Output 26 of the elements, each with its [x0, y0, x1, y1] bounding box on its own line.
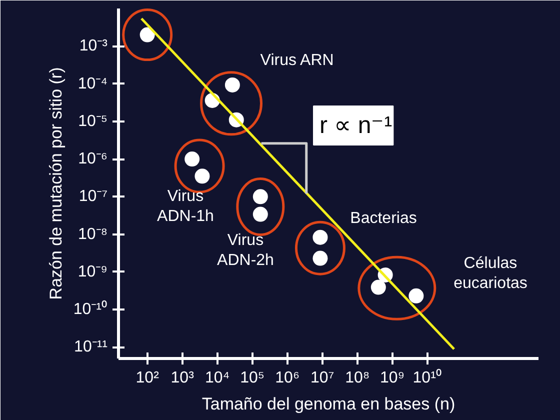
x-tick-label: 10⁵: [240, 370, 265, 386]
x-tick-label: 10⁹: [380, 370, 405, 386]
x-tick-label: 10¹⁰: [412, 368, 442, 386]
y-tick-label: 10⁻⁹: [78, 263, 108, 280]
x-tick-label: 10²: [136, 370, 160, 386]
annotation: Virus ADN-1h: [157, 188, 214, 226]
y-tick-label: 10⁻⁷: [78, 188, 108, 206]
y-tick-label: 10⁻¹¹: [74, 338, 108, 356]
y-tick-label: 10⁻⁸: [78, 226, 108, 243]
x-tick-label: 10⁴: [205, 370, 230, 386]
annotation: Células eucariotas: [454, 254, 528, 292]
y-tick-label: 10⁻³: [79, 38, 108, 55]
annotation: Virus ADN-2h: [217, 232, 274, 270]
x-tick-label: 10⁷: [310, 370, 334, 386]
y-tick-label: 10⁻⁶: [78, 150, 108, 168]
x-tick-label: 10³: [170, 370, 195, 386]
annotation: Virus ARN: [260, 52, 334, 69]
x-axis-title: Tamaño del genoma en bases (n): [202, 394, 456, 414]
y-tick-label: 10⁻⁴: [78, 75, 108, 92]
y-tick-label: 10⁻¹⁰: [73, 300, 108, 318]
annotation: r ∝ n⁻¹: [320, 112, 392, 139]
y-axis-title: Razón de mutación por sitio (r): [46, 67, 66, 300]
x-tick-label: 10⁶: [275, 370, 300, 386]
x-tick-label: 10⁸: [345, 370, 370, 386]
annotation: Bacterias: [350, 210, 417, 227]
y-tick-label: 10⁻⁵: [78, 112, 108, 130]
